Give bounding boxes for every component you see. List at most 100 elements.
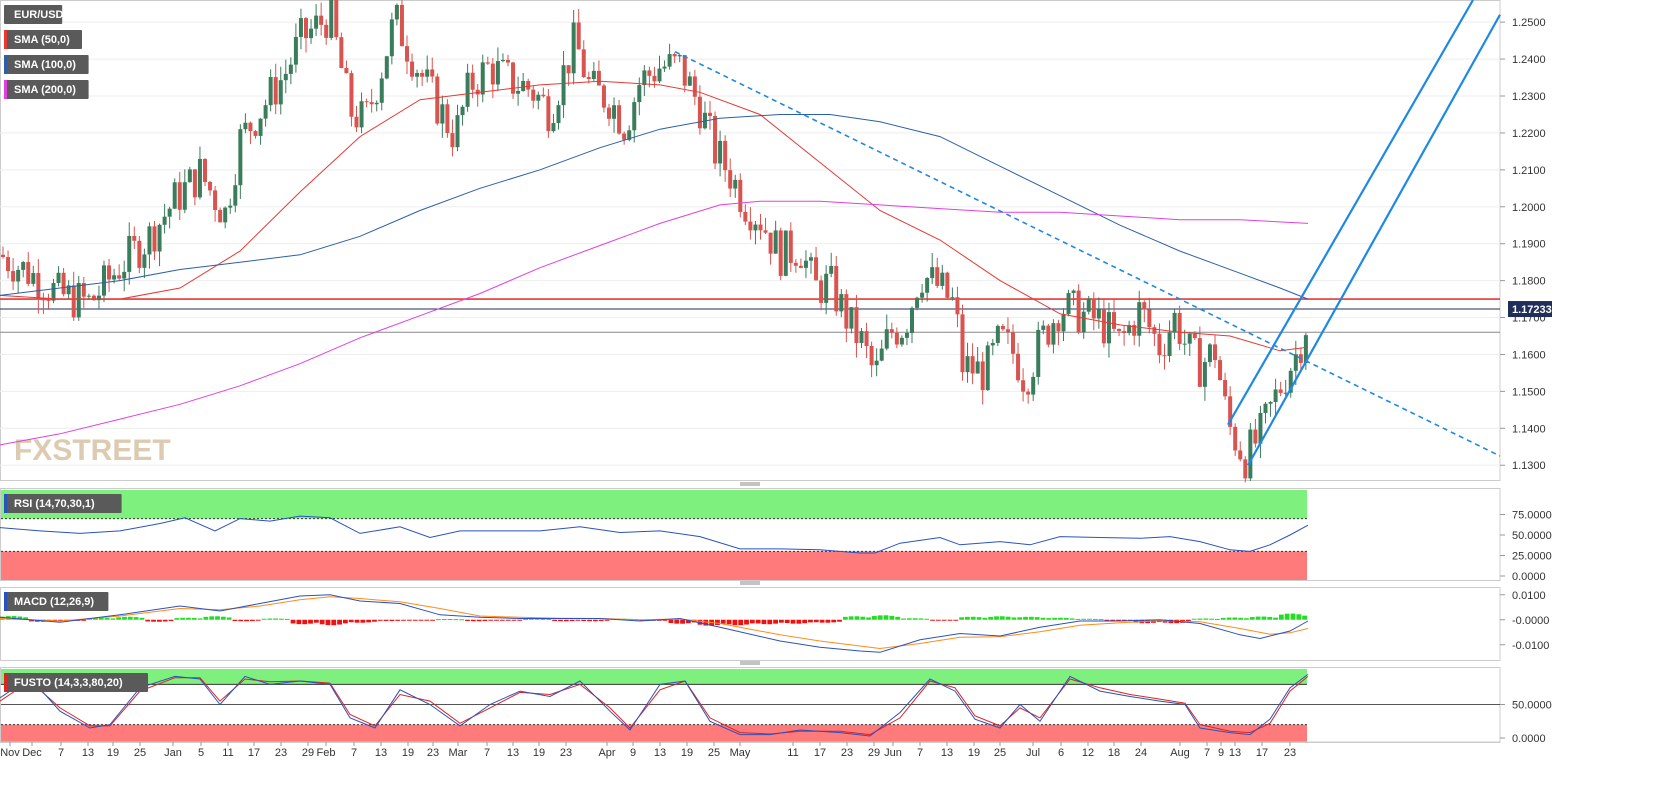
candle-down xyxy=(935,267,940,286)
macd-histogram-bar xyxy=(377,619,383,621)
sma50-badge-bg[interactable] xyxy=(4,30,82,49)
rsi-badge-bg[interactable] xyxy=(4,494,122,513)
macd-histogram-bar xyxy=(151,619,156,622)
candle-down xyxy=(117,275,122,279)
candle-up xyxy=(561,65,566,106)
candle-down xyxy=(490,63,495,85)
candle-up xyxy=(223,207,228,223)
candle-down xyxy=(11,271,16,282)
candle-up xyxy=(415,72,420,77)
candle-down xyxy=(652,75,657,82)
x-tick-label: Nov xyxy=(0,747,20,759)
sma100-badge-bg[interactable] xyxy=(4,55,89,74)
x-tick-label: 9 xyxy=(1218,747,1224,759)
candle-up xyxy=(86,295,91,297)
macd-histogram-bar xyxy=(337,619,342,625)
macd-histogram-bar xyxy=(249,619,255,622)
x-tick-label: 7 xyxy=(917,747,923,759)
x-tick-label: 13 xyxy=(654,747,666,759)
macd-border xyxy=(0,587,1501,661)
indicator-badges[interactable]: EUR/USD SMA (50,0) SMA (100,0) SMA (200,0) R… xyxy=(4,5,148,692)
rsi-tick-label: 75.0000 xyxy=(1512,510,1552,522)
candle-down xyxy=(1253,429,1258,444)
candle-up xyxy=(657,68,662,82)
candle-up xyxy=(1031,376,1036,395)
macd-histogram-bar xyxy=(116,617,122,620)
macd-histogram-bar xyxy=(191,618,197,620)
sma200-badge[interactable]: SMA (200,0) xyxy=(4,80,89,99)
candle-down xyxy=(344,68,349,74)
x-tick-label: 17 xyxy=(1256,747,1268,759)
candle-down xyxy=(894,332,899,345)
rsi-tick-label: 50.0000 xyxy=(1512,530,1552,542)
candle-up xyxy=(31,272,36,284)
candle-up xyxy=(460,106,465,116)
macd-histogram-bar xyxy=(511,619,517,621)
macd-histogram-bar xyxy=(1005,616,1011,620)
candle-up xyxy=(374,102,379,105)
macd-histogram-bar xyxy=(1063,618,1069,620)
candle-up xyxy=(687,76,692,86)
candle-down xyxy=(1,254,5,258)
fusto-badge[interactable]: FUSTO (14,3,3,80,20) xyxy=(4,673,148,692)
macd-histogram-bar xyxy=(703,619,709,626)
candle-down xyxy=(137,240,142,268)
macd-histogram-bar xyxy=(784,619,790,624)
macd-histogram-bar xyxy=(1069,618,1075,620)
macd-histogram-bar xyxy=(290,619,296,624)
rsi-oversold-zone xyxy=(1,551,1307,580)
candle-up xyxy=(915,297,920,308)
rsi-badge[interactable]: RSI (14,70,30,1) xyxy=(4,494,122,513)
candle-up xyxy=(612,105,617,119)
candle-up xyxy=(824,273,829,303)
macd-histogram-bar xyxy=(482,619,488,622)
sma50-badge[interactable]: SMA (50,0) xyxy=(4,30,82,49)
macd-histogram-bar xyxy=(226,617,232,620)
macd-histogram-bar xyxy=(1278,614,1284,620)
candle-up xyxy=(1288,370,1293,393)
candle-up xyxy=(1051,323,1056,345)
candle-up xyxy=(1268,402,1273,404)
fusto-tick-label: 50.0000 xyxy=(1512,700,1552,712)
macd-badge[interactable]: MACD (12,26,9) xyxy=(4,592,109,611)
macd-histogram-bar xyxy=(406,619,412,621)
candle-up xyxy=(667,54,672,67)
macd-histogram-bar xyxy=(267,618,273,620)
macd-histogram-bar xyxy=(778,619,784,623)
macd-histogram-bar xyxy=(1220,617,1226,620)
candle-down xyxy=(970,356,975,374)
macd-histogram-bar xyxy=(540,618,546,620)
candle-down xyxy=(1112,312,1116,329)
candle-up xyxy=(1167,332,1172,356)
sma200-badge-label: SMA (200,0) xyxy=(14,84,76,96)
macd-histogram-bar xyxy=(802,619,808,624)
x-tick-label: 19 xyxy=(681,747,693,759)
macd-histogram-bar xyxy=(906,618,912,620)
sma200-badge-bg[interactable] xyxy=(4,80,89,99)
macd-histogram-bar xyxy=(1028,616,1034,620)
candle-down xyxy=(470,72,475,90)
sma100-badge-color-swatch xyxy=(4,55,7,74)
candle-up xyxy=(394,4,399,20)
symbol-badge-bg[interactable] xyxy=(4,5,63,24)
price-panel: FXSTREET 1.17233 xyxy=(0,0,1552,483)
macd-histogram-bar xyxy=(1255,616,1261,620)
macd-histogram-bar xyxy=(273,618,279,620)
candle-down xyxy=(738,179,743,212)
symbol-badge[interactable]: EUR/USD xyxy=(4,5,64,24)
candle-up xyxy=(627,130,632,140)
candle-down xyxy=(410,61,415,77)
fusto-badge-bg[interactable] xyxy=(4,673,148,692)
macd-histogram-bar xyxy=(499,619,505,621)
macd-histogram-bar xyxy=(604,619,610,621)
candle-up xyxy=(56,272,61,283)
sma100-badge[interactable]: SMA (100,0) xyxy=(4,55,89,74)
macd-histogram-bar xyxy=(825,619,831,623)
candle-down xyxy=(248,122,253,132)
macd-badge-color-swatch xyxy=(4,592,7,611)
candle-up xyxy=(167,208,172,217)
candle-down xyxy=(253,131,258,136)
candle-up xyxy=(293,36,298,65)
macd-badge-bg[interactable] xyxy=(4,592,109,611)
macd-histogram-bar xyxy=(1081,618,1087,620)
